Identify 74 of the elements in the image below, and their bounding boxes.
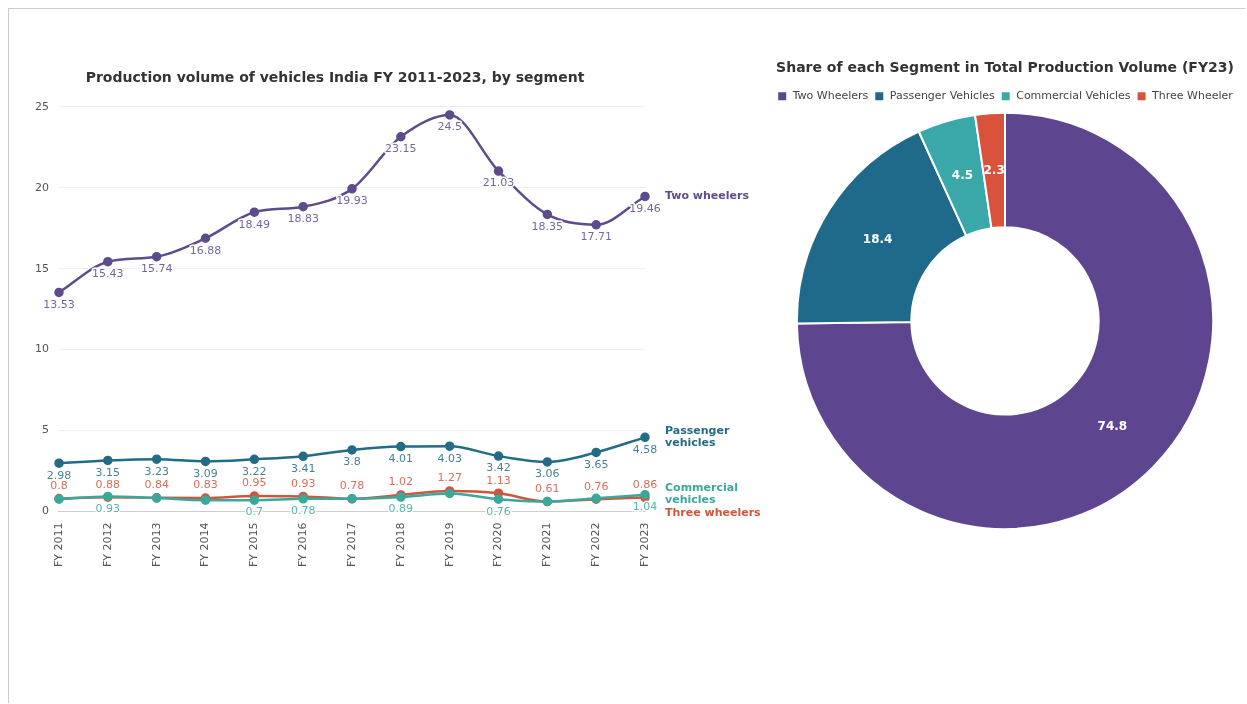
data-label: 3.42 [486,461,511,475]
data-label: 4.03 [437,451,462,465]
data-label: 1.04 [632,499,658,513]
x-tick-label: FY 2015 [247,522,261,568]
x-tick-label: FY 2012 [100,522,114,568]
data-label: 1.13 [486,473,511,487]
data-label: 17.71 [580,230,612,244]
data-label: 0.84 [144,478,169,492]
data-label: 3.22 [242,464,267,478]
data-label: 3.09 [193,466,218,480]
data-label: 18.49 [238,217,271,231]
x-tick-label: FY 2017 [344,522,358,568]
y-tick-label: 0 [42,504,49,518]
data-label: 4.5 [951,168,974,183]
x-tick-label: FY 2011 [51,522,65,568]
data-label: 18.83 [287,212,319,226]
data-label: 1.27 [437,471,462,485]
data-label: 3.65 [583,457,609,471]
data-label: 3.8 [343,455,361,469]
x-tick-label: FY 2013 [149,522,163,568]
data-label: 13.53 [43,297,75,311]
data-label: 2.3 [983,162,1005,177]
data-label: 4.01 [388,451,414,465]
data-label: 0.88 [95,477,121,491]
data-label: 0.93 [95,501,121,515]
series-label: Commercial vehicles [665,480,738,506]
data-label: 0.95 [242,476,267,490]
data-label: 18.4 [862,232,893,247]
legend-label: Commercial Vehicles [1016,89,1131,103]
y-tick-label: 10 [35,342,49,356]
data-label: 0.7 [245,505,264,519]
y-tick-label: 5 [42,423,49,437]
data-label: 0.89 [388,502,414,516]
data-label: 0.86 [632,477,658,491]
data-label: 24.5 [437,120,462,134]
x-tick-label: FY 2016 [296,522,310,568]
data-label: 0.78 [339,479,365,493]
x-tick-label: FY 2021 [540,522,554,568]
data-label: 0.83 [193,478,218,492]
data-label: 19.93 [336,194,368,208]
x-tick-label: FY 2014 [198,522,212,568]
x-tick-label: FY 2023 [637,522,651,568]
data-label: 0.61 [535,481,560,495]
data-label: 3.15 [95,465,121,479]
series-label: Three wheelers [665,505,762,519]
data-label: 0.78 [290,504,316,518]
chart-title: Production volume of vehicles India FY 2011-2023, by segment [85,69,585,86]
data-label: 3.06 [535,467,560,481]
y-tick-label: 20 [35,180,49,194]
data-label: 74.8 [1097,419,1128,434]
data-label: 16.88 [189,243,222,257]
x-tick-label: FY 2020 [491,522,505,568]
data-label: 15.43 [92,267,124,281]
legend-label: Passenger Vehicles [889,89,995,103]
data-label: 1.02 [388,475,414,489]
data-label: 4.58 [632,442,658,456]
series-label: Passenger vehicles [665,423,730,449]
legend-label: Two Wheelers [791,89,869,103]
data-label: 3.41 [290,461,316,475]
data-label: 19.46 [629,201,661,215]
chart-title: Share of each Segment in Total Production Volume (FY23) [776,59,1234,76]
data-label: 0.93 [290,476,316,490]
y-tick-label: 15 [35,261,49,275]
x-tick-label: FY 2018 [393,522,407,568]
data-label: 0.76 [486,504,511,518]
x-tick-label: FY 2019 [442,522,456,568]
y-tick-label: 25 [35,99,49,113]
data-label: 18.35 [531,219,564,233]
data-label: 15.74 [140,262,173,276]
data-label: 0.76 [583,479,609,493]
x-tick-label: FY 2022 [589,522,603,568]
legend-label: Three Wheeler [1151,89,1234,103]
data-label: 3.23 [144,464,169,478]
series-label: Two wheelers [665,188,750,202]
